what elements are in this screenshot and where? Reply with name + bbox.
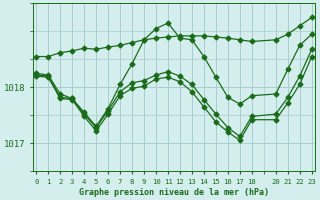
X-axis label: Graphe pression niveau de la mer (hPa): Graphe pression niveau de la mer (hPa) [79,188,269,197]
